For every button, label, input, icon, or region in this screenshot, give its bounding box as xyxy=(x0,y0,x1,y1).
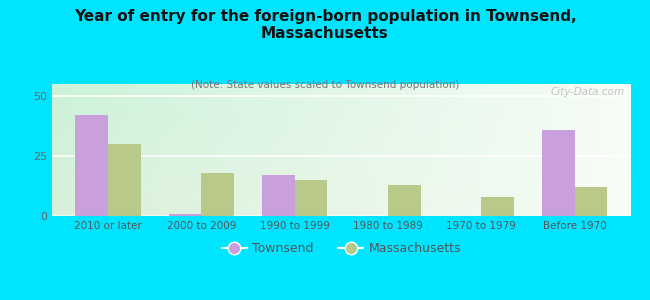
Bar xyxy=(481,197,514,216)
Bar xyxy=(202,173,234,216)
Bar xyxy=(542,130,575,216)
Text: City-Data.com: City-Data.com xyxy=(551,87,625,97)
Bar xyxy=(294,180,327,216)
Bar xyxy=(388,185,421,216)
Legend: Townsend, Massachusetts: Townsend, Massachusetts xyxy=(216,237,466,260)
Text: (Note: State values scaled to Townsend population): (Note: State values scaled to Townsend p… xyxy=(191,80,459,89)
Bar xyxy=(108,144,140,216)
Bar xyxy=(168,214,202,216)
Bar xyxy=(262,175,294,216)
Text: Year of entry for the foreign-born population in Townsend,
Massachusetts: Year of entry for the foreign-born popul… xyxy=(73,9,577,41)
Bar xyxy=(75,115,108,216)
Bar xyxy=(575,187,607,216)
